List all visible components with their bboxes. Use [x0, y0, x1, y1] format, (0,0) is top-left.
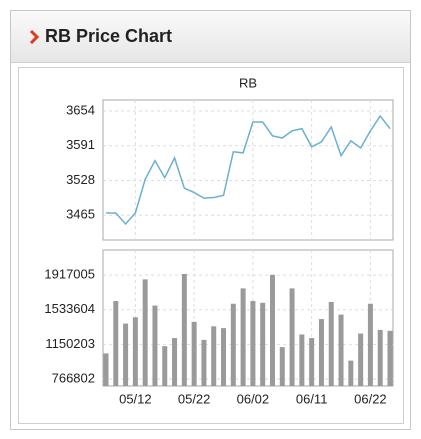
bar	[132, 317, 138, 386]
bar	[211, 326, 217, 386]
bar	[387, 330, 393, 386]
chevron-icon	[29, 29, 39, 44]
bar	[299, 334, 305, 386]
bar	[103, 353, 109, 386]
bar	[309, 338, 315, 386]
y-tick-label: 3465	[66, 207, 95, 222]
y-tick-label: 3654	[66, 102, 95, 117]
y-tick-label: 3528	[66, 172, 95, 187]
y-tick-label: 1150203	[45, 336, 95, 351]
y-tick-label: 3591	[66, 137, 95, 152]
header: RB Price Chart	[11, 11, 410, 63]
y-tick-label: 1533604	[44, 301, 95, 316]
bar	[328, 301, 334, 386]
bar	[318, 319, 324, 386]
bar	[348, 360, 354, 386]
x-tick-label: 05/12	[119, 391, 152, 406]
x-tick-label: 06/02	[237, 391, 270, 406]
price-line	[106, 114, 391, 226]
chart-box	[18, 67, 404, 424]
y-tick-label: 1917005	[44, 267, 95, 282]
x-tick-label: 06/11	[296, 391, 328, 406]
x-tick-label: 06/22	[354, 391, 387, 406]
plot-area	[102, 99, 394, 241]
bar	[250, 301, 256, 386]
x-tick-label: 05/22	[178, 391, 211, 406]
bar	[152, 305, 158, 386]
bar	[191, 321, 197, 386]
bar	[162, 346, 168, 386]
bar	[269, 274, 275, 386]
bar	[260, 302, 266, 386]
y-tick-label: 766802	[52, 370, 95, 385]
header-title: RB Price Chart	[45, 26, 173, 46]
bar	[113, 301, 119, 386]
plot-area	[102, 249, 394, 387]
bar	[201, 339, 207, 386]
bar	[367, 303, 373, 386]
bar	[240, 288, 246, 386]
bar	[279, 347, 285, 386]
bar	[289, 288, 295, 386]
bar	[123, 323, 129, 386]
bar	[377, 329, 383, 386]
bar	[142, 279, 148, 386]
bar	[181, 273, 187, 386]
chart-title: RB	[239, 75, 257, 90]
bar	[172, 338, 178, 386]
bar	[358, 333, 364, 386]
bar	[230, 303, 236, 386]
bar	[221, 328, 227, 386]
bar	[338, 314, 344, 386]
